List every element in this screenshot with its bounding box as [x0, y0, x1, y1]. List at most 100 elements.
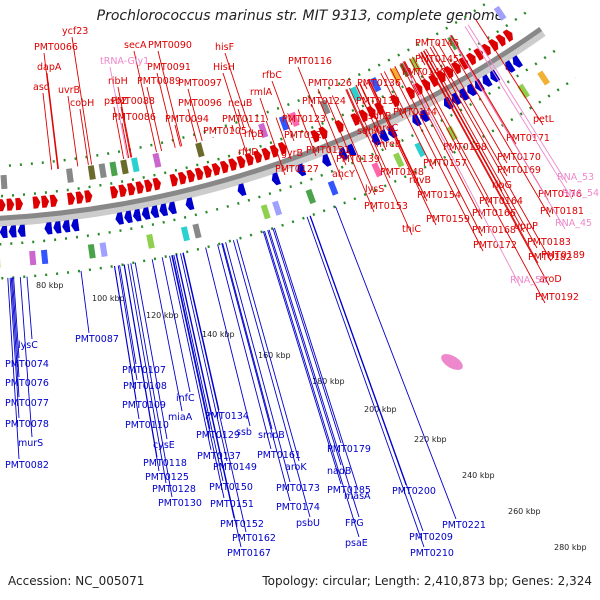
gene-arrow-reverse — [322, 153, 332, 167]
gene-label-smpb: smpB — [258, 430, 285, 441]
leader-line-reverse — [205, 247, 251, 427]
gene-arrow-forward — [32, 196, 41, 209]
leader-line-reverse — [173, 254, 224, 482]
gene-label-masa: masA — [344, 491, 371, 502]
leader-line-forward — [450, 34, 517, 145]
gene-arrow-reverse — [451, 92, 462, 106]
leader-line-reverse — [273, 227, 359, 491]
gene-label-asd: asd — [33, 82, 50, 93]
leader-line-forward — [389, 68, 484, 252]
gene-label-fpg: FPG — [345, 518, 364, 529]
gene-arrow-forward — [135, 181, 144, 194]
leader-line-forward — [423, 50, 503, 192]
gene-label-pmt0130: PMT0130 — [158, 498, 202, 509]
feature-block-inner — [393, 152, 405, 168]
leader-line-reverse — [225, 242, 291, 483]
leader-line-forward — [359, 82, 379, 123]
gene-label-pmt0159: PMT0159 — [426, 214, 470, 225]
scale-tick-label: 160 kbp — [258, 351, 291, 360]
gene-label-ahcy: ahcY — [332, 169, 355, 180]
leader-line-forward — [359, 83, 384, 135]
leader-line-forward — [383, 71, 434, 170]
gene-label-cobh: cobH — [70, 98, 94, 109]
gene-arrow-reverse — [133, 208, 142, 222]
leader-line-forward — [368, 78, 428, 202]
gene-arrow-reverse — [17, 224, 26, 237]
gene-label-rna-53: RNA_53 — [557, 172, 594, 183]
gene-label-pmt0123: PMT0123 — [282, 114, 326, 125]
gene-label-trna-gly1: tRNA-Gly1 — [100, 56, 149, 67]
gene-label-pmt0172: PMT0172 — [473, 240, 517, 251]
scale-tick-label: 180 kbp — [312, 377, 345, 386]
leader-line-forward — [449, 35, 566, 230]
feature-block-inner — [180, 226, 190, 242]
feature-block-outer — [195, 142, 205, 158]
gene-label-pmt0182: PMT0182 — [528, 252, 572, 263]
gene-arrow-forward — [144, 179, 153, 193]
feature-block-outer — [258, 122, 269, 139]
leader-line-forward — [425, 49, 538, 249]
gene-label-pmt0116: PMT0116 — [288, 56, 332, 67]
scale-tick-label: 200 kbp — [364, 405, 397, 414]
gene-label-pmt0105: PMT0105 — [203, 126, 247, 137]
gene-label-pmt0153: PMT0153 — [364, 201, 408, 212]
gene-label-pmt0078: PMT0078 — [5, 419, 49, 430]
gene-arrow-reverse — [115, 212, 124, 225]
gene-arrow-forward — [228, 158, 237, 171]
leader-line-forward — [402, 61, 521, 287]
leader-line-forward — [437, 42, 508, 164]
gene-label-pmt0126: PMT0126 — [308, 78, 352, 89]
leader-line-forward — [317, 88, 323, 100]
gene-arrow-forward — [109, 186, 119, 199]
leader-line-forward — [331, 95, 376, 196]
gene-label-pmt0146: PMT0146 — [415, 38, 459, 49]
gene-label-pmt0209: PMT0209 — [409, 532, 453, 543]
gene-label-uppp: uppP — [514, 221, 538, 232]
feature-block-outer — [289, 111, 300, 128]
leader-line-forward — [367, 79, 420, 187]
gene-label-rna-45: RNA_45 — [555, 218, 592, 229]
leader-line-reverse — [217, 244, 272, 450]
leader-line-forward — [187, 108, 198, 143]
feature-block-inner — [414, 141, 426, 158]
scale-tick-label: 80 kbp — [36, 281, 64, 290]
gene-label-pmt0181: PMT0181 — [540, 206, 584, 217]
leader-line-reverse — [171, 255, 211, 430]
gene-arrow-reverse — [71, 218, 80, 232]
gene-arrow-forward — [269, 144, 279, 158]
leader-line-reverse — [221, 243, 291, 502]
gene-label-pmt0169: PMT0169 — [497, 165, 541, 176]
gene-label-psbz: psbZ — [104, 96, 128, 107]
feature-block-inner — [305, 188, 317, 205]
gene-arrow-forward — [261, 147, 271, 161]
leader-line-reverse — [151, 259, 183, 412]
gene-label-hisf: hisF — [215, 42, 234, 53]
gene-label-pmt0179: PMT0179 — [327, 444, 371, 455]
leader-line-reverse — [262, 231, 342, 485]
gene-arrow-forward — [177, 171, 187, 185]
gene-label-pmt0162: PMT0162 — [232, 533, 276, 544]
gene-label-pmt0107: PMT0107 — [122, 365, 166, 376]
leader-line-forward — [403, 61, 413, 79]
leader-line-forward — [297, 109, 317, 157]
gene-label-pmt0171: PMT0171 — [506, 133, 550, 144]
gene-arrow-forward — [277, 142, 287, 155]
gene-label-rmla: rmlA — [250, 87, 273, 98]
leader-line-forward — [271, 80, 285, 115]
feature-block-outer — [278, 115, 290, 131]
leader-line-reverse — [119, 265, 137, 365]
gene-arrow-forward — [253, 150, 262, 164]
leader-line-reverse — [113, 266, 140, 420]
leader-line-reverse — [123, 264, 160, 472]
leader-line-reverse — [267, 229, 342, 466]
gene-arrow-forward — [420, 78, 431, 92]
gene-arrow-reverse — [339, 147, 349, 160]
leader-line-forward — [174, 124, 181, 147]
gene-arrow-forward — [152, 177, 161, 191]
gene-label-pmt0170: PMT0170 — [497, 152, 541, 163]
feature-block-outer — [349, 86, 362, 102]
leader-line-forward — [464, 26, 573, 200]
leader-line-reverse — [130, 263, 173, 498]
gene-label-pmt0097: PMT0097 — [178, 78, 222, 89]
